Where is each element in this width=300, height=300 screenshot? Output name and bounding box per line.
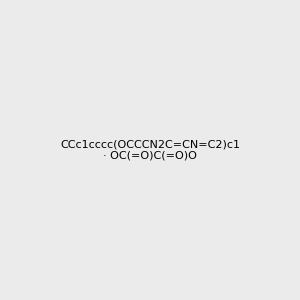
Text: CCc1cccc(OCCCN2C=CN=C2)c1
· OC(=O)C(=O)O: CCc1cccc(OCCCN2C=CN=C2)c1 · OC(=O)C(=O)O — [60, 139, 240, 161]
